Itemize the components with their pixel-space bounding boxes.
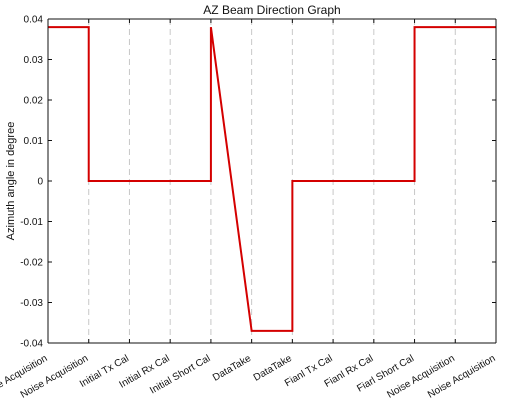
- y-tick-label-5: 0.01: [24, 136, 44, 147]
- series-line-0: [48, 26, 496, 332]
- y-tick-label-0: -0.04: [20, 339, 43, 350]
- y-axis-label: Azimuth angle in degree: [5, 122, 17, 241]
- y-ticks: -0.04 -0.03 -0.02 -0.01 0 0.01 0.02 0.03 0.04: [20, 15, 496, 350]
- series-layer: [48, 26, 496, 332]
- y-tick-label-8: 0.04: [24, 15, 44, 26]
- y-tick-label-4: 0: [37, 177, 43, 188]
- y-tick-label-3: -0.01: [20, 217, 43, 228]
- y-tick-label-6: 0.02: [24, 96, 44, 107]
- y-tick-label-7: 0.03: [24, 55, 44, 66]
- y-tick-label-2: -0.02: [20, 258, 43, 269]
- y-tick-label-1: -0.03: [20, 298, 43, 309]
- chart-title: AZ Beam Direction Graph: [203, 3, 340, 17]
